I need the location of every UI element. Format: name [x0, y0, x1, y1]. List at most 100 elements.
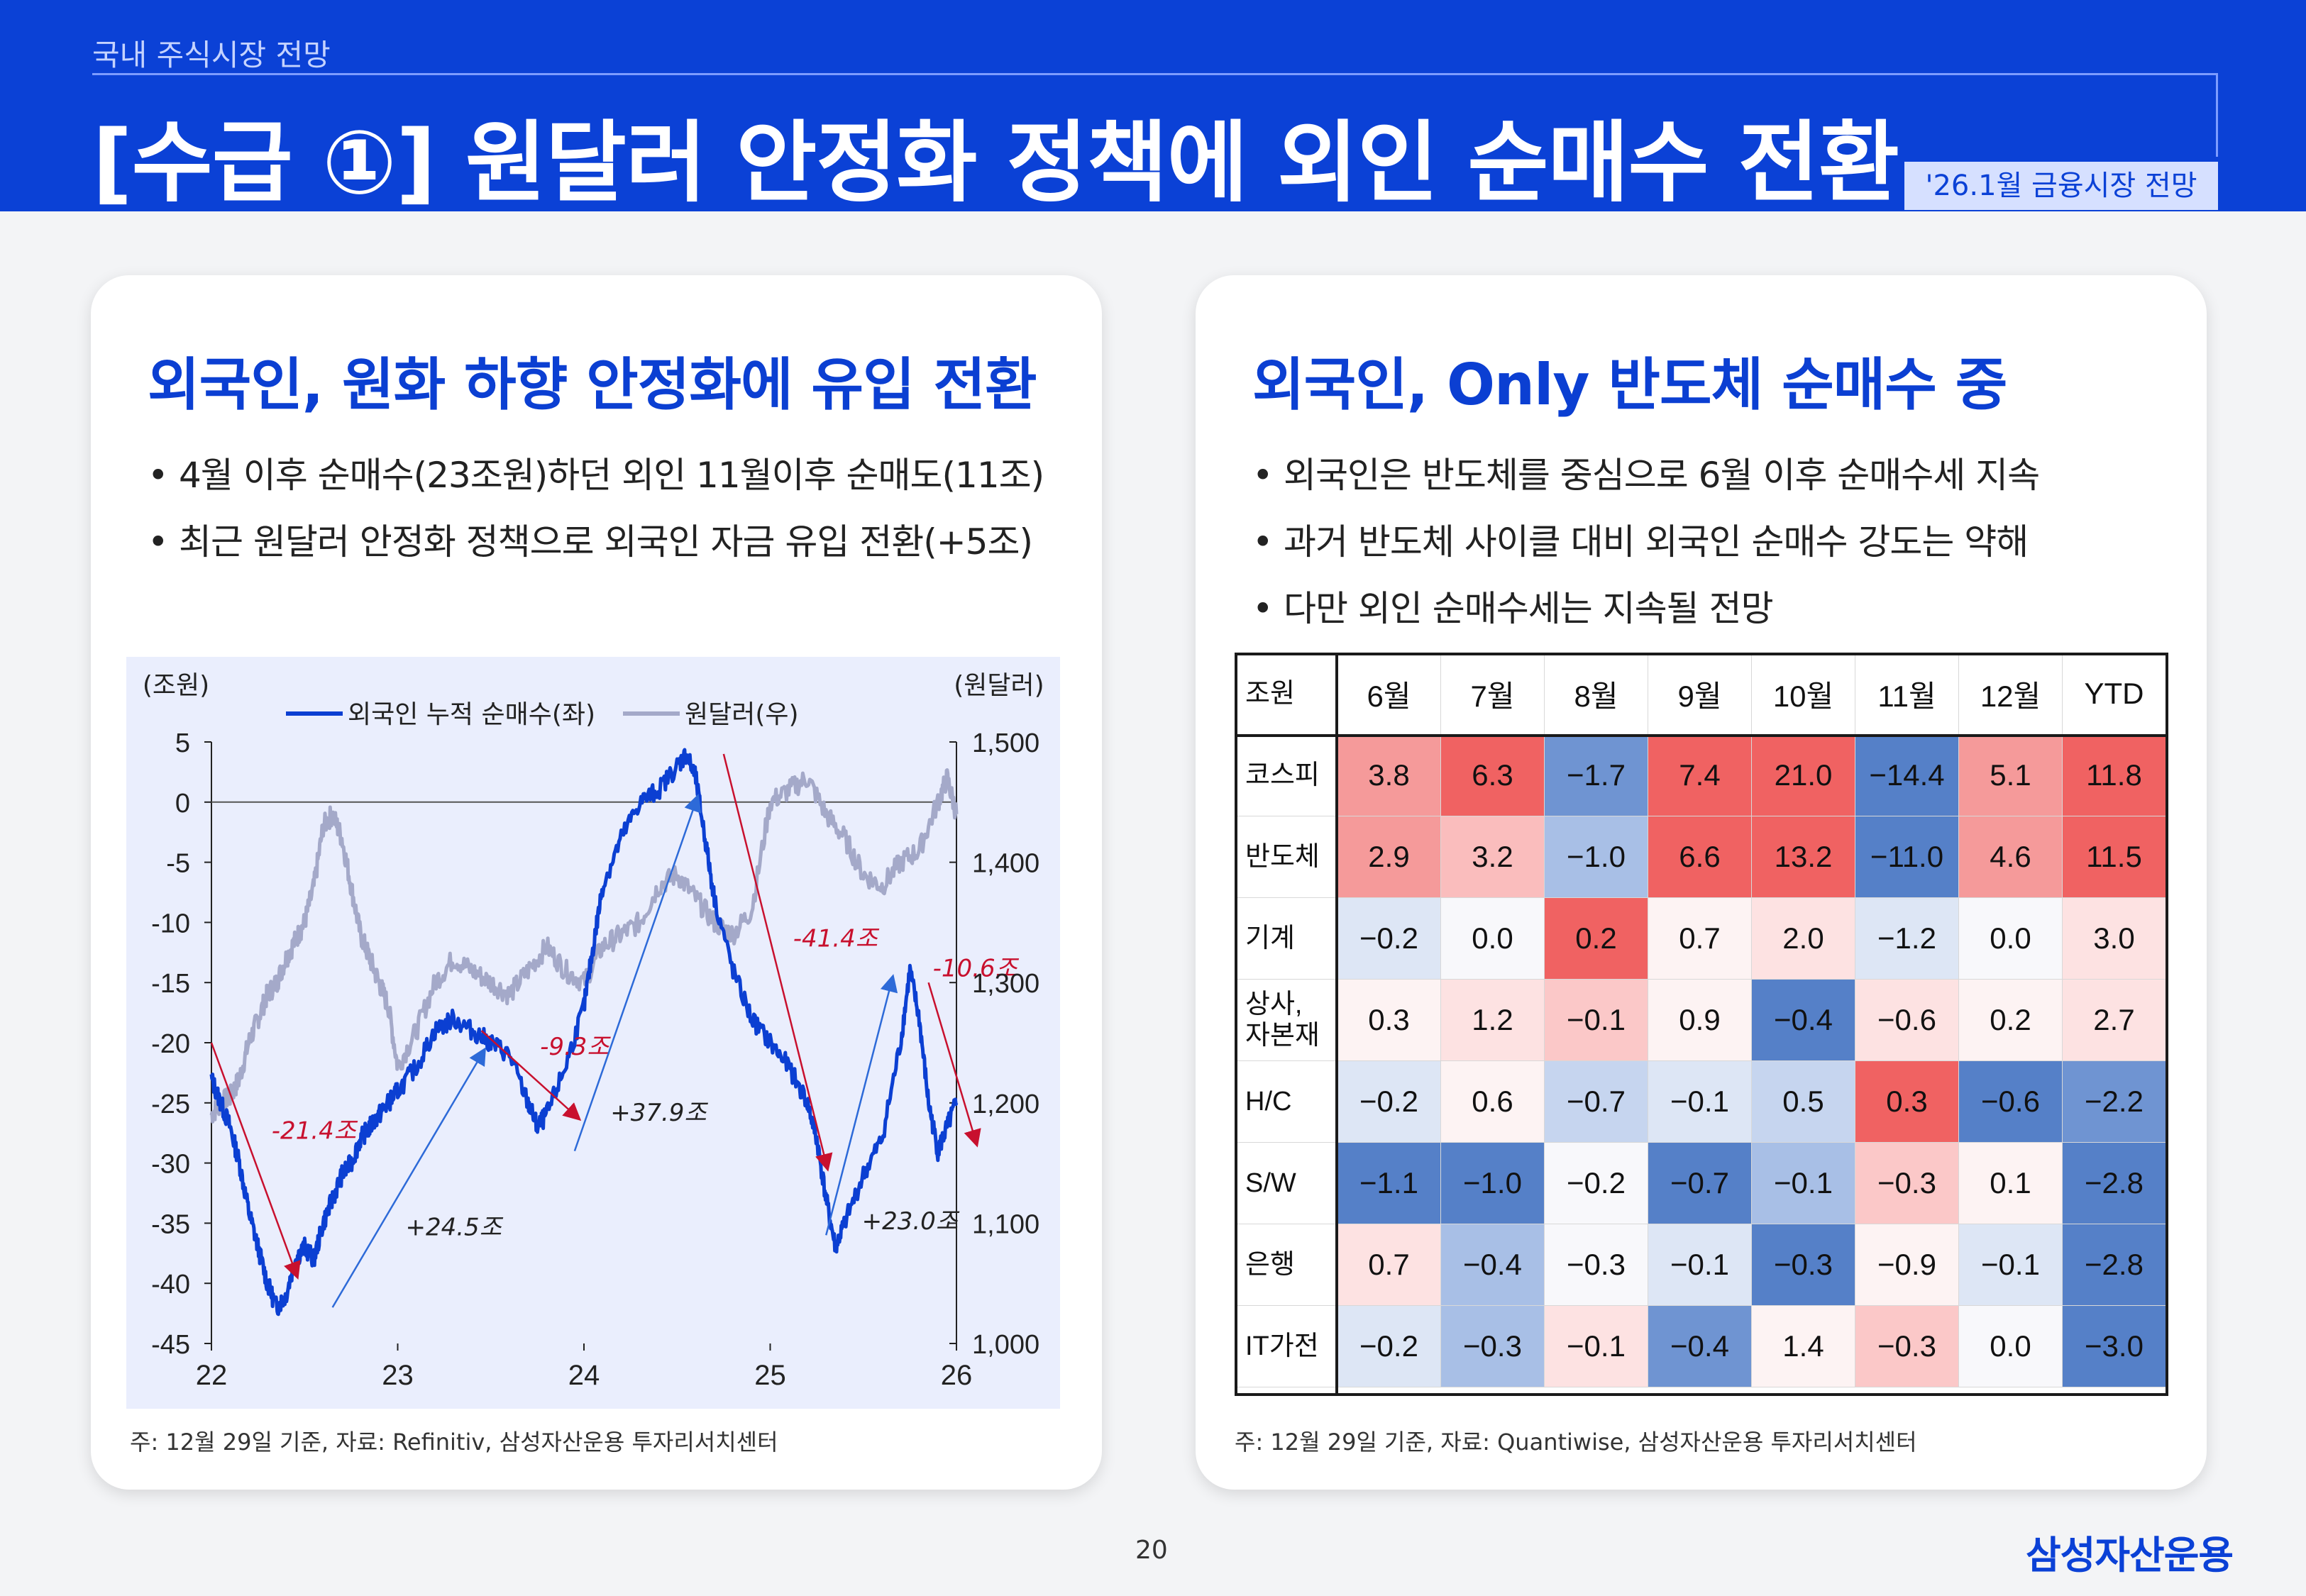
heatmap-cell: −0.3 — [1440, 1305, 1545, 1387]
trend-arrow — [825, 974, 898, 1236]
right-panel: 외국인, Only 반도체 순매수 중 • 외국인은 반도체를 중심으로 6월 이… — [1196, 275, 2207, 1490]
y-right-tick-label: 1,000 — [972, 1330, 1039, 1360]
heatmap-cell: 4.6 — [1958, 816, 2063, 898]
heatmap-row: 코스피 3.8 6.3 −1.7 7.4 21.0 −14.4 5.1 11.8 — [1235, 734, 2166, 816]
heatmap-column-header: 6월 — [1337, 653, 1441, 735]
bullet-item: • 4월 이후 순매수(23조원)하던 외인 11월이후 순매도(11조) — [148, 455, 1044, 496]
line-chart: -21.4조 +24.5조 -9.3조 +37.9조 -41.4조 +23.0조 -10.6… — [143, 671, 1044, 1391]
right-axis-unit: (원달러) — [954, 671, 1044, 700]
heatmap-cell: −0.6 — [1958, 1060, 2063, 1143]
y-left-tick-label: -30 — [151, 1150, 190, 1180]
heatmap-row-label: 상사, 자본재 — [1235, 979, 1337, 1061]
heatmap-cell: 2.0 — [1751, 897, 1855, 980]
brand-logo: 삼성자산운용 — [2026, 1533, 2234, 1578]
sector-heatmap-table: 조원 6월 7월 8월 9월 10월 11월 12월 YTD 코스피 3.8 6.3 −1.7 7.4 21… — [1235, 653, 2166, 1387]
trend-annotation-label: +24.5조 — [406, 1213, 504, 1241]
x-tick-label: 22 — [196, 1360, 228, 1391]
heatmap-cell: −0.9 — [1855, 1224, 1959, 1306]
heatmap-corner-label: 조원 — [1235, 653, 1337, 735]
heatmap-cell: −2.2 — [2062, 1060, 2166, 1143]
x-tick-label: 23 — [382, 1360, 414, 1391]
heatmap-cell: 0.9 — [1648, 979, 1752, 1061]
heatmap-cell: 0.7 — [1648, 897, 1752, 980]
heatmap-cell: 3.8 — [1337, 734, 1441, 816]
line-chart-area: -21.4조 +24.5조 -9.3조 +37.9조 -41.4조 +23.0조 -10.6… — [126, 657, 1060, 1409]
heatmap-cell: −3.0 — [2062, 1305, 2166, 1387]
heatmap-column-header: YTD — [2062, 653, 2166, 735]
breadcrumb: 국내 주식시장 전망 — [92, 38, 331, 72]
y-left-tick-label: -45 — [151, 1330, 190, 1360]
page-title: [수급 ①] 원달러 안정화 정책에 외인 순매수 전환 — [92, 112, 1899, 214]
heatmap-row-label: 코스피 — [1235, 734, 1337, 816]
heatmap-cell: 0.3 — [1855, 1060, 1959, 1143]
heatmap-cell: −0.1 — [1544, 1305, 1648, 1387]
trend-annotation-label: +23.0조 — [862, 1207, 960, 1236]
header-divider — [92, 73, 2218, 75]
heatmap-row-label: IT가전 — [1235, 1305, 1337, 1387]
trend-annotation-label: -10.6조 — [933, 955, 1020, 983]
heatmap-column-header: 10월 — [1751, 653, 1855, 735]
heatmap-cell: −0.1 — [1751, 1142, 1855, 1224]
y-left-tick-label: 5 — [175, 728, 190, 758]
trend-arrow — [331, 1047, 486, 1308]
heatmap-cell: −1.2 — [1855, 897, 1959, 980]
heatmap-cell: −0.3 — [1855, 1305, 1959, 1387]
heatmap-cell: 6.6 — [1648, 816, 1752, 898]
heatmap-cell: −14.4 — [1855, 734, 1959, 816]
heatmap-cell: 6.3 — [1440, 734, 1545, 816]
heatmap-cell: 1.2 — [1440, 979, 1545, 1061]
heatmap-cell: −0.2 — [1337, 1060, 1441, 1143]
header-bar: 국내 주식시장 전망 [수급 ①] 원달러 안정화 정책에 외인 순매수 전환 … — [0, 0, 2306, 214]
heatmap-row-label: 반도체 — [1235, 816, 1337, 898]
trend-arrow — [210, 1042, 301, 1280]
bullet-item: • 외국인은 반도체를 중심으로 6월 이후 순매수세 지속 — [1252, 455, 2040, 496]
trend-annotation-label: -21.4조 — [272, 1117, 358, 1146]
heatmap-cell: −1.1 — [1337, 1142, 1441, 1224]
heatmap-row: S/W −1.1 −1.0 −0.2 −0.7 −0.1 −0.3 0.1 −2.8 — [1235, 1142, 2166, 1224]
heatmap-row: H/C −0.2 0.6 −0.7 −0.1 0.5 0.3 −0.6 −2.2 — [1235, 1060, 2166, 1143]
heatmap-cell: −1.7 — [1544, 734, 1648, 816]
heatmap-cell: −1.0 — [1440, 1142, 1545, 1224]
heatmap-cell: 0.1 — [1958, 1142, 2063, 1224]
bullet-item: • 과거 반도체 사이클 대비 외국인 순매수 강도는 약해 — [1252, 521, 2029, 563]
page-number: 20 — [1135, 1536, 1168, 1565]
heatmap-cell: −0.1 — [1544, 979, 1648, 1061]
heatmap-row: IT가전 −0.2 −0.3 −0.1 −0.4 1.4 −0.3 0.0 −3.0 — [1235, 1305, 2166, 1387]
heatmap-cell: 0.3 — [1337, 979, 1441, 1061]
heatmap-cell: −0.4 — [1440, 1224, 1545, 1306]
x-tick-label: 24 — [568, 1360, 600, 1391]
left-panel-title: 외국인, 원화 하향 안정화에 유입 전환 — [148, 352, 1037, 418]
trend-arrow — [573, 793, 702, 1152]
heatmap-cell: −0.2 — [1337, 897, 1441, 980]
y-right-tick-label: 1,400 — [972, 849, 1039, 879]
heatmap-cell: 5.1 — [1958, 734, 2063, 816]
heatmap-cell: 0.0 — [1958, 897, 2063, 980]
bullet-item: • 다만 외인 순매수세는 지속될 전망 — [1252, 588, 1774, 629]
heatmap-cell: −2.8 — [2062, 1142, 2166, 1224]
heatmap-cell: 0.7 — [1337, 1224, 1441, 1306]
y-left-tick-label: -25 — [151, 1090, 190, 1119]
heatmap-cell: 0.6 — [1440, 1060, 1545, 1143]
heatmap-row-label: 은행 — [1235, 1224, 1337, 1306]
date-tag: '26.1월 금융시장 전망 — [1904, 162, 2218, 210]
heatmap-column-header: 7월 — [1440, 653, 1545, 735]
right-footnote: 주: 12월 29일 기준, 자료: Quantiwise, 삼성자산운용 투자… — [1235, 1429, 1917, 1456]
heatmap-cell: −11.0 — [1855, 816, 1959, 898]
legend-label-foreign: 외국인 누적 순매수(좌) — [348, 700, 595, 729]
y-left-tick-label: -15 — [151, 969, 190, 999]
heatmap-cell: 2.9 — [1337, 816, 1441, 898]
trend-arrow — [927, 982, 981, 1148]
heatmap-cell: 7.4 — [1648, 734, 1752, 816]
heatmap-cell: −1.0 — [1544, 816, 1648, 898]
heatmap-cell: 0.2 — [1544, 897, 1648, 980]
heatmap-cell: −0.1 — [1958, 1224, 2063, 1306]
y-left-tick-label: -20 — [151, 1029, 190, 1059]
heatmap-cell: 11.8 — [2062, 734, 2166, 816]
heatmap-cell: 0.5 — [1751, 1060, 1855, 1143]
heatmap-cell: −0.4 — [1648, 1305, 1752, 1387]
legend-label-fx: 원달러(우) — [685, 700, 799, 729]
bullet-item: • 최근 원달러 안정화 정책으로 외국인 자금 유입 전환(+5조) — [148, 521, 1033, 563]
heatmap-cell: 21.0 — [1751, 734, 1855, 816]
left-axis-unit: (조원) — [143, 671, 209, 700]
heatmap-row-label: 기계 — [1235, 897, 1337, 980]
